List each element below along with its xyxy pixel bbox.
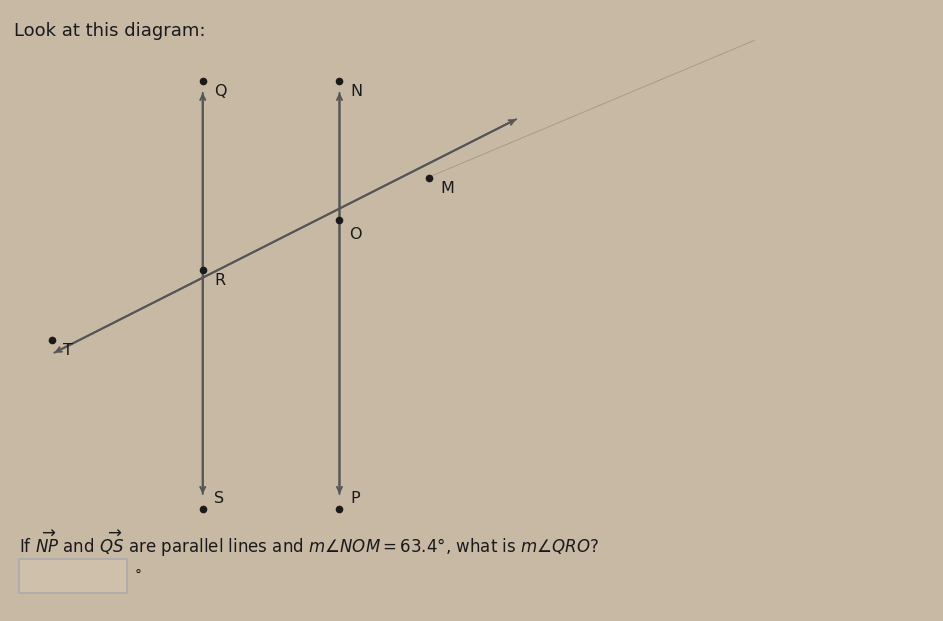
Text: T: T <box>63 343 73 358</box>
Text: P: P <box>351 491 360 506</box>
Text: N: N <box>351 84 363 99</box>
Text: °: ° <box>135 569 141 583</box>
Text: M: M <box>440 181 455 196</box>
Text: O: O <box>349 227 361 242</box>
Text: Look at this diagram:: Look at this diagram: <box>14 22 206 40</box>
Text: Q: Q <box>214 84 226 99</box>
Bar <box>19 559 127 593</box>
Text: R: R <box>214 273 225 288</box>
Text: S: S <box>214 491 224 506</box>
Text: If $\overrightarrow{NP}$ and $\overrightarrow{QS}$ are parallel lines and $m\ang: If $\overrightarrow{NP}$ and $\overright… <box>19 529 599 560</box>
